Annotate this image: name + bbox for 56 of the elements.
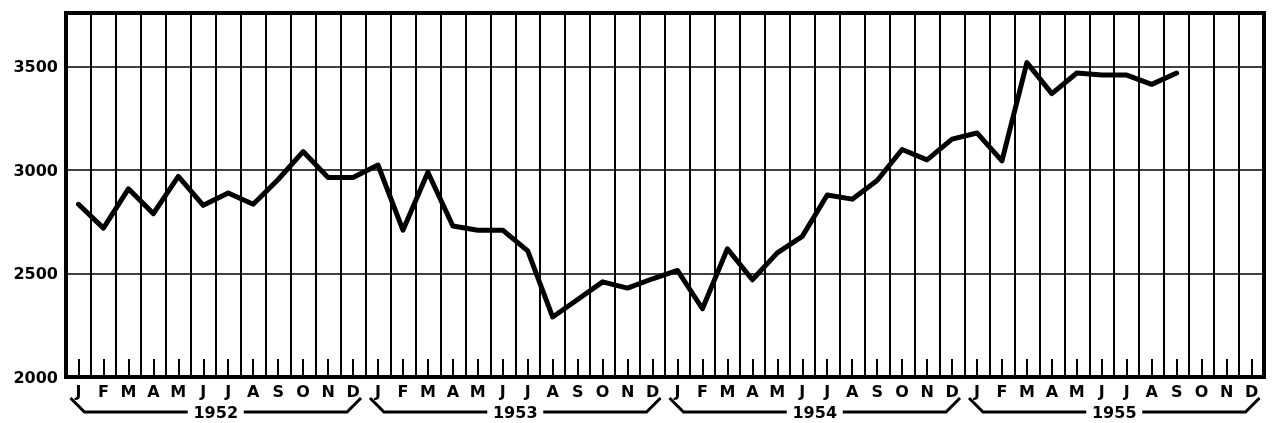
x-tick-label: M bbox=[1018, 381, 1035, 401]
x-tick-label: J bbox=[1097, 381, 1105, 401]
x-tick-label: O bbox=[1194, 381, 1209, 401]
x-tick-label: M bbox=[719, 381, 736, 401]
x-tick-label: A bbox=[1145, 381, 1159, 401]
x-tick-label: S bbox=[272, 381, 284, 401]
x-tick-label: F bbox=[397, 381, 409, 401]
x-tick-label: F bbox=[996, 381, 1008, 401]
x-tick-label: J bbox=[823, 381, 831, 401]
x-tick-label: J bbox=[74, 381, 82, 401]
y-tick-label: 2000 bbox=[13, 367, 58, 387]
x-tick-label: S bbox=[571, 381, 584, 401]
x-tick-label: D bbox=[1244, 381, 1259, 401]
x-tick-label: D bbox=[346, 381, 360, 401]
text: 1955 bbox=[1091, 402, 1137, 422]
x-tick-label: N bbox=[920, 381, 934, 401]
x-tick-label: M bbox=[769, 381, 786, 401]
x-tick-label: M bbox=[120, 381, 137, 401]
x-tick-label: A bbox=[446, 381, 460, 401]
x-tick-label: S bbox=[871, 381, 883, 401]
text: 1954 bbox=[792, 402, 838, 422]
x-tick-label: D bbox=[945, 381, 959, 401]
y-tick-label: 3500 bbox=[13, 57, 58, 77]
x-tick-label: F bbox=[696, 381, 708, 401]
y-tick-label: 3000 bbox=[13, 160, 58, 180]
x-tick-label: J bbox=[374, 381, 381, 401]
x-tick-label: A bbox=[546, 381, 560, 401]
text: 1952 bbox=[193, 402, 239, 422]
x-tick-label: A bbox=[147, 381, 161, 401]
x-tick-label: J bbox=[1122, 381, 1130, 401]
x-tick-label: N bbox=[321, 381, 335, 401]
x-tick-label: O bbox=[296, 381, 310, 401]
x-tick-label: O bbox=[895, 381, 909, 401]
x-tick-label: S bbox=[1170, 381, 1183, 401]
x-tick-label: O bbox=[595, 381, 610, 401]
x-tick-label: J bbox=[199, 381, 207, 401]
x-tick-label: M bbox=[419, 381, 436, 401]
x-tick-label: A bbox=[746, 381, 760, 401]
x-tick-label: D bbox=[645, 381, 660, 401]
x-tick-label: J bbox=[673, 381, 681, 401]
x-tick-label: M bbox=[469, 381, 486, 401]
x-tick-label: J bbox=[498, 381, 506, 401]
x-tick-label: M bbox=[1068, 381, 1085, 401]
x-tick-label: M bbox=[170, 381, 187, 401]
x-tick-label: N bbox=[1219, 381, 1234, 401]
y-tick-label: 2500 bbox=[13, 264, 58, 284]
text: 1953 bbox=[492, 402, 538, 422]
x-tick-label: J bbox=[798, 381, 806, 401]
x-tick-label: N bbox=[620, 381, 635, 401]
x-tick-label: F bbox=[97, 381, 109, 401]
x-tick-label: A bbox=[1045, 381, 1059, 401]
x-tick-label: J bbox=[523, 381, 531, 401]
x-tick-label: A bbox=[845, 381, 859, 401]
x-tick-label: J bbox=[973, 381, 980, 401]
x-tick-label: J bbox=[224, 381, 232, 401]
x-tick-label: A bbox=[246, 381, 260, 401]
